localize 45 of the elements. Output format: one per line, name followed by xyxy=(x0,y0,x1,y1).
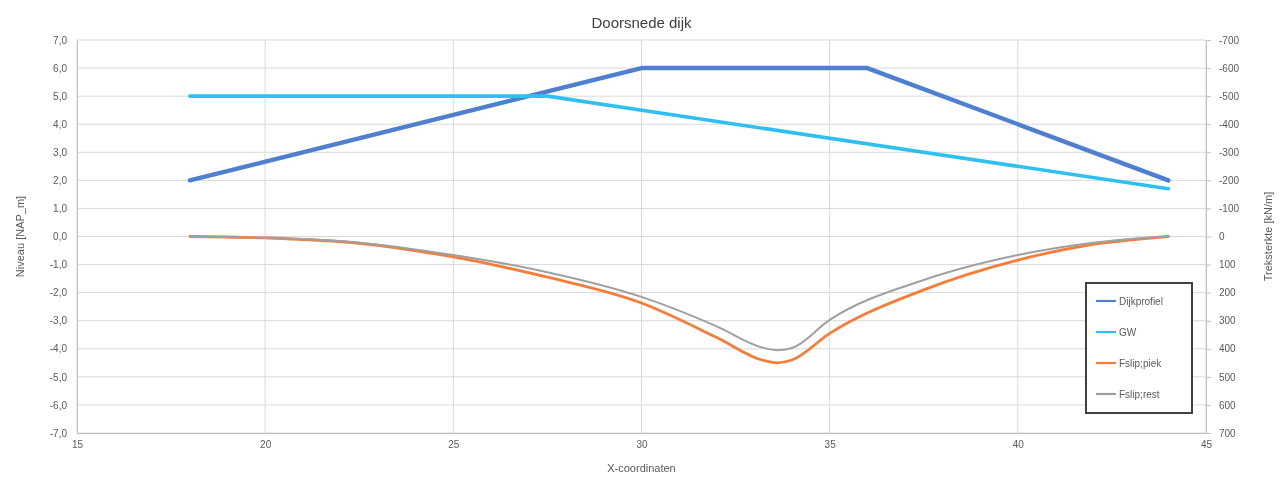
x-tick-label: 25 xyxy=(448,439,460,451)
y2-tick-label: 400 xyxy=(1219,343,1237,355)
x-tick-label: 35 xyxy=(824,439,837,451)
y2-tick-label: 200 xyxy=(1219,287,1237,299)
x-tick-label: 40 xyxy=(1012,439,1025,451)
y2-tick-label: -700 xyxy=(1219,34,1240,46)
y2-tick-label: 100 xyxy=(1219,259,1237,271)
y-tick-label: 2,0 xyxy=(53,175,68,187)
y-tick-label: -4,0 xyxy=(49,343,68,355)
legend-label: Dijkprofiel xyxy=(1119,296,1163,307)
x-tick-label: 20 xyxy=(260,439,272,451)
y-tick-label: 7,0 xyxy=(53,34,68,46)
y-tick-label: -6,0 xyxy=(49,399,68,411)
y2-tick-label: 600 xyxy=(1219,399,1237,411)
x-tick-label: 15 xyxy=(71,439,84,451)
y2-tick-label: 300 xyxy=(1219,315,1237,327)
legend-label: Fslip;piek xyxy=(1119,358,1163,369)
y-tick-label: -3,0 xyxy=(49,315,68,327)
x-tick-label: 45 xyxy=(1200,439,1213,451)
y-tick-label: 4,0 xyxy=(53,118,68,130)
y-tick-label: -2,0 xyxy=(49,287,68,299)
y2-tick-label: -200 xyxy=(1219,175,1240,187)
y-axis-title: Niveau [NAP_m] xyxy=(14,195,26,278)
y2-tick-label: -300 xyxy=(1219,146,1240,158)
y2-tick-label: 700 xyxy=(1219,427,1237,439)
y2-tick-label: -100 xyxy=(1219,203,1240,215)
chart-title: Doorsnede dijk xyxy=(591,14,693,31)
y-tick-label: -1,0 xyxy=(49,259,68,271)
x-tick-label: 30 xyxy=(636,439,648,451)
y-tick-label: 6,0 xyxy=(53,62,68,74)
y2-tick-label: 500 xyxy=(1219,371,1237,383)
x-axis-title: X-coordinaten xyxy=(607,462,676,474)
y-tick-label: 3,0 xyxy=(53,146,68,158)
y-tick-label: -5,0 xyxy=(49,371,68,383)
y-tick-label: -7,0 xyxy=(49,427,68,439)
y-tick-label: 1,0 xyxy=(53,203,68,215)
legend-label: Fslip;rest xyxy=(1119,389,1160,400)
y-tick-label: 5,0 xyxy=(53,90,68,102)
y2-tick-label: -400 xyxy=(1219,118,1240,130)
y-tick-label: 0,0 xyxy=(53,231,68,243)
y2-tick-label: -600 xyxy=(1219,62,1240,74)
y2-tick-label: 0 xyxy=(1219,231,1225,243)
legend-label: GW xyxy=(1119,327,1137,338)
y2-tick-label: -500 xyxy=(1219,90,1240,102)
y2-axis-title: Treksterkte [kN/m] xyxy=(1262,191,1274,282)
